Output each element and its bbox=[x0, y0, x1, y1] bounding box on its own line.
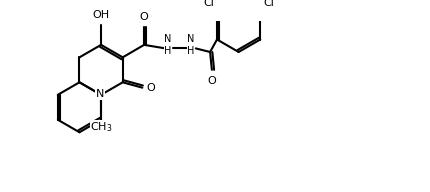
Text: Cl: Cl bbox=[263, 0, 274, 8]
Text: O: O bbox=[147, 83, 156, 93]
Text: O: O bbox=[140, 12, 148, 22]
Text: O: O bbox=[208, 76, 216, 86]
Text: Cl: Cl bbox=[203, 0, 214, 8]
Text: N: N bbox=[96, 89, 104, 99]
Text: N
H: N H bbox=[187, 34, 194, 56]
Text: OH: OH bbox=[92, 10, 110, 20]
Text: CH$_3$: CH$_3$ bbox=[90, 120, 112, 134]
Text: N
H: N H bbox=[165, 34, 172, 56]
